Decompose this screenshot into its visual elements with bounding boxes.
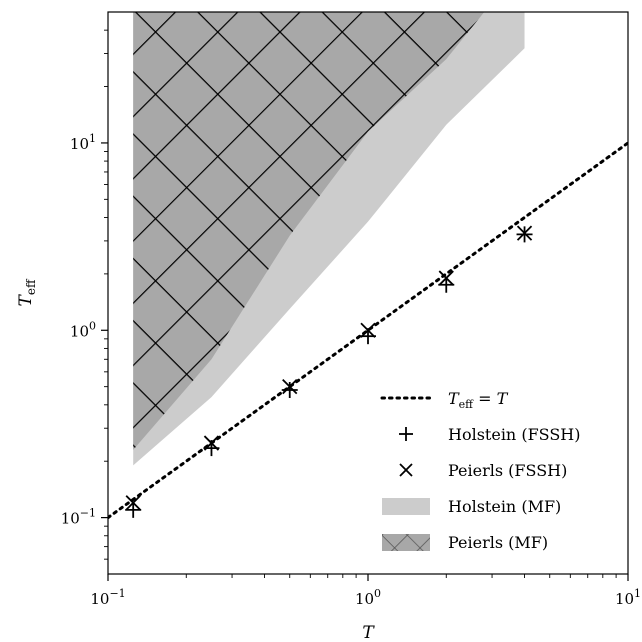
legend-swatch (382, 498, 430, 515)
point-peierls-fssh (360, 322, 376, 338)
legend-item-peierls-mf: Peierls (MF) (382, 533, 548, 552)
legend-swatch (399, 427, 413, 441)
legend-item-t-eff-t: Teff = T (380, 389, 509, 411)
band-hatch-peierls-mf (133, 12, 485, 450)
legend-item-holstein-fssh: Holstein (FSSH) (399, 425, 581, 444)
point-holstein-fssh (438, 276, 455, 293)
y-axis-label-sub: eff (24, 278, 38, 295)
line-teff-equals-t (108, 141, 628, 520)
legend-label: Holstein (FSSH) (448, 425, 581, 444)
legend-label: Peierls (FSSH) (448, 461, 567, 480)
x-tick-label: 101 (615, 587, 641, 608)
x-axis-label: T (362, 623, 375, 642)
y-axis-label: Teff (16, 278, 38, 306)
point-holstein-fssh (281, 381, 298, 398)
y-tick-label: 100 (70, 319, 96, 340)
legend-item-holstein-mf: Holstein (MF) (382, 497, 561, 516)
point-peierls-fssh (125, 495, 141, 511)
y-tick-label: 101 (70, 132, 96, 153)
point-peierls-fssh (282, 379, 298, 395)
point-peierls-fssh (438, 270, 454, 286)
legend-swatch (399, 463, 413, 477)
point-peierls-fssh (516, 225, 533, 241)
legend-label: Teff = T (448, 389, 509, 411)
legend-swatch-hatch (382, 534, 430, 551)
legend-label: Peierls (MF) (448, 533, 548, 552)
point-holstein-fssh (125, 501, 142, 518)
legend: Teff = T Holstein (FSSH) Peierls (FSSH) Hol… (380, 389, 581, 552)
y-tick-label: 10−1 (61, 507, 96, 528)
x-tick-label: 10−1 (90, 587, 125, 608)
point-peierls-fssh (203, 435, 220, 451)
legend-item-peierls-fssh: Peierls (FSSH) (399, 461, 567, 480)
legend-label: Holstein (MF) (448, 497, 561, 516)
x-tick-label: 100 (355, 587, 381, 608)
